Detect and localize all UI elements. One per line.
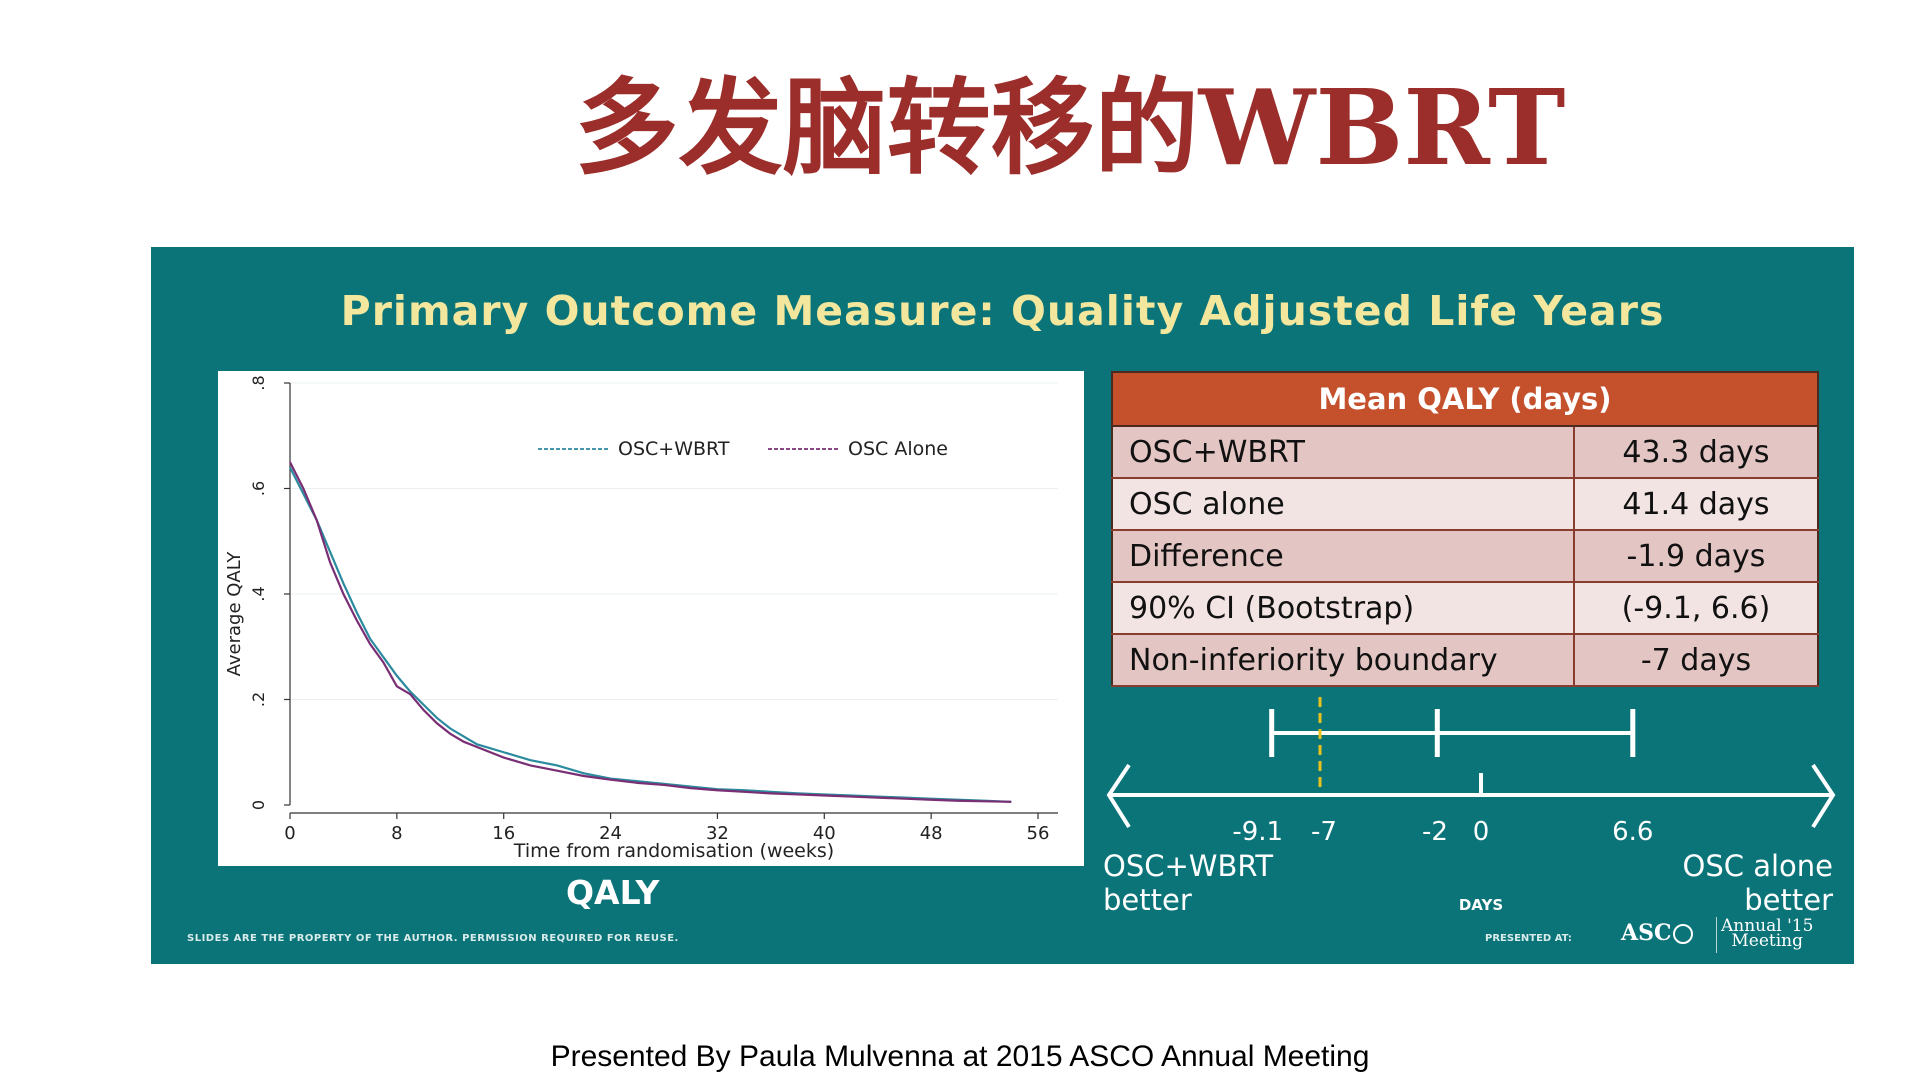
y-tick-label: .8 bbox=[249, 375, 268, 390]
left-side-label: OSC+WBRT bbox=[1103, 849, 1273, 883]
rights-notice: SLIDES ARE THE PROPERTY OF THE AUTHOR. P… bbox=[187, 933, 679, 944]
slide-panel: Primary Outcome Measure: Quality Adjuste… bbox=[151, 247, 1854, 964]
y-tick-label: .6 bbox=[249, 481, 268, 496]
right-side-label: better bbox=[1744, 883, 1833, 917]
ci-diagram: -9.1 -7 -2 0 6.6 OSC+WBRT better OSC alo… bbox=[1103, 697, 1836, 917]
presented-by: Presented By Paula Mulvenna at 2015 ASCO… bbox=[550, 1040, 1370, 1073]
ci-tick-label: 6.6 bbox=[1612, 817, 1653, 847]
row-value: -1.9 days bbox=[1573, 530, 1818, 583]
plot-caption: QALY bbox=[566, 873, 660, 912]
y-tick-label: .2 bbox=[249, 692, 268, 707]
table-row: Difference -1.9 days bbox=[1112, 530, 1818, 583]
x-axis-label: Time from randomisation (weeks) bbox=[513, 840, 834, 862]
legend-label: OSC Alone bbox=[848, 438, 948, 460]
right-side-label: OSC alone bbox=[1683, 849, 1834, 883]
days-axis-label: DAYS bbox=[1459, 896, 1503, 914]
qaly-chart-svg: 0 .2 .4 .6 .8 0 8 16 24 32 40 48 56 Time from randomi… bbox=[224, 375, 1058, 862]
y-tick-label: 0 bbox=[249, 800, 268, 810]
logo-divider bbox=[1716, 917, 1717, 953]
right-arrow-icon bbox=[1811, 763, 1836, 829]
ci-tick-label: -7 bbox=[1311, 817, 1337, 847]
row-value: (-9.1, 6.6) bbox=[1573, 582, 1818, 635]
left-arrow-icon bbox=[1106, 763, 1131, 829]
qaly-plot: 0 .2 .4 .6 .8 0 8 16 24 32 40 48 56 Time from randomi… bbox=[218, 371, 1084, 866]
y-tick-label: .4 bbox=[249, 586, 268, 601]
row-label: Non-inferiority boundary bbox=[1112, 634, 1574, 687]
meeting-line: Meeting bbox=[1731, 931, 1804, 951]
ci-tick-label: 0 bbox=[1473, 817, 1490, 847]
table-row: OSC alone 41.4 days bbox=[1112, 478, 1818, 531]
qaly-table: Mean QALY (days) OSC+WBRT 43.3 days OSC … bbox=[1111, 371, 1819, 687]
row-value: 41.4 days bbox=[1573, 478, 1818, 531]
series-line bbox=[289, 466, 1012, 803]
x-tick-label: 40 bbox=[813, 823, 836, 844]
left-side-label: better bbox=[1103, 883, 1192, 917]
presented-at-label: PRESENTED AT: bbox=[1485, 933, 1572, 944]
row-label: 90% CI (Bootstrap) bbox=[1112, 582, 1574, 635]
table-row: OSC+WBRT 43.3 days bbox=[1112, 426, 1818, 479]
x-tick-label: 56 bbox=[1027, 823, 1050, 844]
asco-ring-icon bbox=[1673, 924, 1694, 944]
table-row: 90% CI (Bootstrap) (-9.1, 6.6) bbox=[1112, 582, 1818, 635]
row-label: OSC alone bbox=[1112, 478, 1574, 531]
annual-meeting-logo: Annual '15 Meeting bbox=[1721, 916, 1814, 951]
table-header: Mean QALY (days) bbox=[1111, 371, 1819, 427]
x-tick-label: 16 bbox=[492, 823, 515, 844]
row-value: -7 days bbox=[1573, 634, 1818, 687]
asco-logo-text: ASC bbox=[1621, 920, 1672, 946]
series-line bbox=[289, 461, 1012, 803]
x-tick-label: 32 bbox=[706, 823, 729, 844]
asco-logo: ASC bbox=[1621, 920, 1694, 946]
row-label: Difference bbox=[1112, 530, 1574, 583]
x-tick-label: 48 bbox=[920, 823, 943, 844]
x-tick-label: 0 bbox=[284, 823, 295, 844]
ci-tick-label: -9.1 bbox=[1232, 817, 1283, 847]
x-tick-label: 8 bbox=[391, 823, 402, 844]
panel-title: Primary Outcome Measure: Quality Adjuste… bbox=[340, 287, 1665, 335]
legend-label: OSC+WBRT bbox=[618, 438, 730, 460]
ci-tick-label: -2 bbox=[1422, 817, 1448, 847]
row-value: 43.3 days bbox=[1573, 426, 1818, 479]
row-label: OSC+WBRT bbox=[1112, 426, 1574, 479]
y-axis-label: Average QALY bbox=[224, 551, 245, 677]
x-tick-label: 24 bbox=[599, 823, 622, 844]
table-row: Non-inferiority boundary -7 days bbox=[1112, 634, 1818, 687]
page-title: 多发脑转移的WBRT bbox=[574, 66, 1566, 189]
annual-line: Annual '15 bbox=[1721, 916, 1814, 936]
